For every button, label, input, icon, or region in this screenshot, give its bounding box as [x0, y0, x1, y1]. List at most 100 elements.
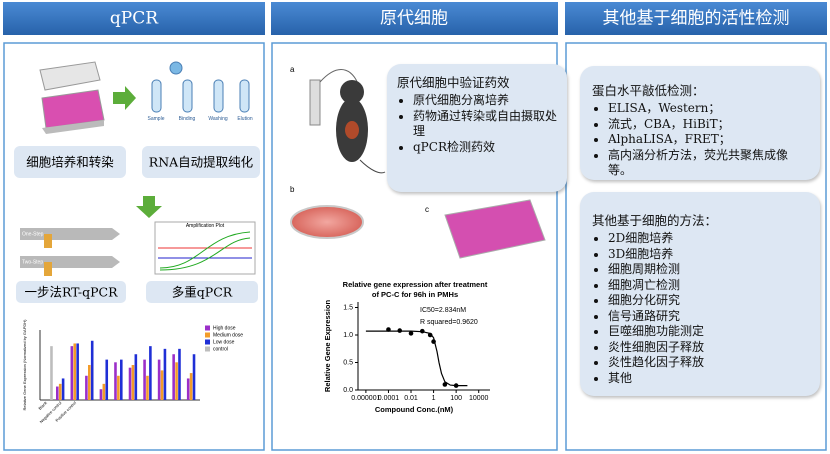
- x-axis-label: Compound Conc.(nM): [375, 405, 454, 414]
- chart-title: Relative gene expression after treatment: [343, 280, 488, 289]
- step-label: RNA自动提取纯化: [149, 155, 254, 170]
- bullet-item: 炎性细胞因子释放: [608, 340, 810, 356]
- bullet-item: 信号通路研究: [608, 309, 810, 325]
- legend-swatch: [205, 346, 210, 352]
- step-label: 多重qPCR: [172, 285, 233, 300]
- y-tick-label: 0.0: [343, 387, 353, 394]
- legend-label: Low dose: [213, 339, 235, 345]
- step-box: [146, 281, 258, 303]
- legend-label: High dose: [213, 325, 236, 331]
- bar: [105, 359, 109, 400]
- bar: [186, 378, 190, 400]
- data-point: [431, 339, 436, 344]
- bullet-item: 3D细胞培养: [608, 247, 810, 263]
- image-label: Binding: [179, 116, 196, 122]
- bar: [189, 373, 193, 400]
- bullet-item: AlphaLISA，FRET；: [608, 132, 810, 148]
- bar: [76, 343, 79, 400]
- bar: [120, 359, 123, 400]
- x-tick-label: 100: [450, 395, 462, 402]
- well-plate-image: [444, 199, 546, 259]
- header-bar: [565, 2, 827, 35]
- annotation: R squared=0.9620: [420, 319, 478, 326]
- bullet-item: 细胞周期检测: [608, 262, 810, 278]
- box-title: 蛋白水平敲低检测：: [592, 83, 705, 98]
- header-title: qPCR: [110, 9, 159, 29]
- legend-swatch: [205, 339, 210, 345]
- data-point: [427, 332, 433, 338]
- rna-tubes-image: [151, 61, 250, 113]
- annotation: IC50=2.834nM: [420, 307, 466, 314]
- bar: [175, 362, 178, 400]
- bullet-list: 2D细胞培养3D细胞培养细胞周期检测细胞凋亡检测细胞分化研究信号通路研究巨噬细胞…: [592, 231, 810, 386]
- bar: [149, 346, 152, 400]
- data-point: [420, 328, 425, 334]
- bullet-item: 巨噬细胞功能测定: [608, 324, 810, 340]
- step-box: [14, 146, 126, 178]
- bullet-item: 高内涵分析方法，荧光共聚焦成像等。: [608, 148, 810, 179]
- rt-qpcr-image: [20, 228, 120, 276]
- step-label: 一步法RT-qPCR: [24, 285, 118, 300]
- bullet-item: 细胞凋亡检测: [608, 278, 810, 294]
- panel-label: b: [290, 185, 295, 194]
- bullet-item: 流式，CBA，HiBiT；: [608, 117, 810, 133]
- bar: [99, 389, 103, 400]
- header-bar: [3, 2, 265, 35]
- chart-title: of PC-C for 96h in PMHs: [372, 290, 458, 299]
- bar: [50, 346, 53, 400]
- bar: [160, 370, 164, 400]
- bar: [73, 343, 77, 400]
- bullet-item: 药物通过转染或自由摄取处理: [413, 109, 559, 140]
- bullet-item: qPCR检测药效: [413, 140, 559, 156]
- bar: [114, 362, 117, 400]
- bar: [178, 348, 181, 400]
- bullet-list: ELISA，Western；流式，CBA，HiBiT；AlphaLISA，FRE…: [592, 101, 810, 179]
- info-box: 原代细胞中验证药效 原代细胞分离培养药物通过转染或自由摄取处理qPCR检测药效: [387, 64, 567, 192]
- image-label: Two-Step: [22, 259, 43, 265]
- bar: [157, 359, 161, 400]
- header-title: 其他基于细胞的活性检测: [603, 9, 790, 29]
- bar: [134, 354, 138, 400]
- bullet-item: 炎性趋化因子释放: [608, 355, 810, 371]
- arrow: [113, 86, 136, 110]
- data-point: [397, 328, 403, 333]
- bar: [192, 354, 196, 400]
- bar: [117, 375, 120, 400]
- bar: [70, 346, 74, 400]
- bullet-item: 其他: [608, 371, 810, 387]
- panel-label: a: [290, 65, 295, 74]
- bar: [102, 383, 106, 400]
- data-point: [408, 331, 414, 336]
- info-box: 其他基于细胞的方法： 2D细胞培养3D细胞培养细胞周期检测细胞凋亡检测细胞分化研…: [580, 192, 820, 396]
- x-tick-label: 1: [432, 395, 436, 402]
- cell-plate-image: [39, 61, 105, 134]
- image-label: Elution: [237, 116, 253, 122]
- image-label: Sample: [148, 116, 165, 122]
- bullet-item: 细胞分化研究: [608, 293, 810, 309]
- bullet-list: 原代细胞分离培养药物通过转染或自由摄取处理qPCR检测药效: [397, 93, 559, 155]
- x-tick-label: 10000: [469, 395, 489, 402]
- box-title: 原代细胞中验证药效: [397, 75, 510, 90]
- bar: [172, 354, 175, 400]
- bar: [163, 348, 167, 400]
- bar: [143, 359, 146, 400]
- y-axis-label: Relative Gene Expression (Normalized by …: [22, 319, 27, 411]
- panel-label: c: [425, 205, 429, 214]
- info-box: 蛋白水平敲低检测： ELISA，Western；流式，CBA，HiBiT；Alp…: [580, 66, 820, 180]
- bar: [131, 365, 135, 400]
- image-label: Amplification Plot: [186, 223, 225, 229]
- image-label: One-Step: [22, 231, 44, 237]
- bullet-item: 2D细胞培养: [608, 231, 810, 247]
- arrow: [136, 196, 162, 218]
- box-title: 其他基于细胞的方法：: [592, 213, 718, 228]
- legend-swatch: [205, 325, 210, 331]
- bar: [58, 383, 62, 400]
- mouse-image: [309, 69, 386, 174]
- data-point: [442, 382, 448, 387]
- legend-label: control: [213, 346, 228, 352]
- bar: [61, 378, 65, 400]
- header-title: 原代细胞: [380, 9, 448, 29]
- bar: [146, 375, 149, 400]
- y-tick-label: 1.5: [343, 304, 353, 311]
